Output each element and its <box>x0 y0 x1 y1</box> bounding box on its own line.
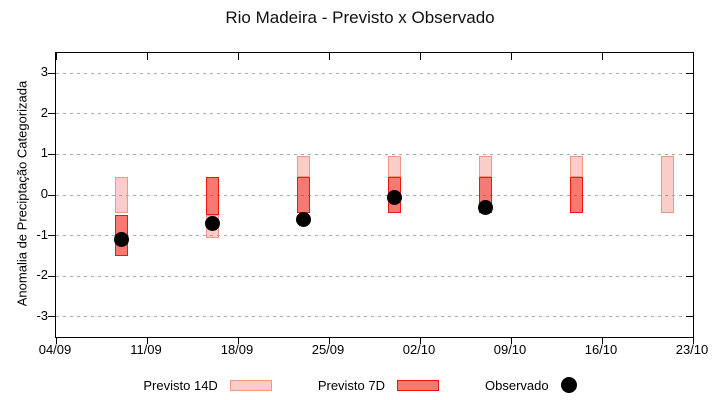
y-axis-tick <box>48 316 56 318</box>
x-tick-label: 09/10 <box>493 342 527 357</box>
x-tick-label: 02/10 <box>402 342 436 357</box>
y-axis-tick <box>686 235 693 237</box>
y-tick-label: 2 <box>40 104 48 120</box>
y-axis-tick <box>686 153 693 155</box>
y-axis-tick <box>48 275 56 277</box>
y-axis-tick <box>48 194 56 196</box>
y-axis-tick <box>686 194 693 196</box>
previsto-14d-bar <box>296 156 310 177</box>
x-axis-tick <box>237 53 239 60</box>
y-gridline <box>56 275 693 277</box>
x-axis-tick <box>328 337 330 344</box>
x-axis-tick <box>328 53 330 60</box>
x-axis-tick <box>601 337 603 344</box>
legend-item-previsto-7d: Previsto 7D <box>317 377 440 393</box>
observado-dot-icon <box>560 377 577 393</box>
previsto-7d-bar <box>569 176 583 214</box>
x-axis-tick <box>601 53 603 60</box>
y-axis-tick <box>48 72 56 74</box>
y-tick-label: -2 <box>36 267 48 283</box>
y-axis-tick <box>686 316 693 318</box>
y-axis-tick <box>686 275 693 277</box>
x-axis-tick <box>55 53 57 60</box>
y-axis-tick <box>48 113 56 115</box>
y-axis-tick <box>48 153 56 155</box>
x-axis-tick <box>237 337 239 344</box>
legend-label-previsto-14d: Previsto 14D <box>143 377 218 393</box>
x-tick-label: 18/09 <box>220 342 254 357</box>
legend: Previsto 14D Previsto 7D Observado <box>0 377 720 393</box>
y-tick-label: 3 <box>40 64 48 80</box>
previsto-14d-bar <box>114 176 128 214</box>
y-axis-tick <box>686 113 693 115</box>
previsto-7d-swatch-icon <box>397 379 440 391</box>
previsto-14d-swatch-icon <box>229 379 272 391</box>
y-gridline <box>56 113 693 115</box>
x-axis-tick <box>419 53 421 60</box>
y-gridline <box>56 194 693 196</box>
previsto-14d-bar <box>478 156 492 177</box>
legend-item-previsto-14d: Previsto 14D <box>143 377 272 393</box>
x-axis-tick <box>692 53 694 60</box>
legend-label-previsto-7d: Previsto 7D <box>317 377 386 393</box>
observado-point <box>477 199 493 215</box>
observado-point <box>386 189 402 205</box>
y-gridline <box>56 235 693 237</box>
previsto-14d-bar <box>569 156 583 177</box>
plot-area <box>48 52 694 344</box>
x-axis-tick <box>146 53 148 60</box>
y-axis-tick <box>686 72 693 74</box>
previsto-14d-bar <box>660 156 674 214</box>
previsto-7d-bar <box>296 176 310 214</box>
x-tick-label: 04/09 <box>38 342 72 357</box>
x-tick-label: 25/09 <box>311 342 345 357</box>
y-axis-tick <box>48 235 56 237</box>
x-tick-label: 23/10 <box>675 342 709 357</box>
x-axis-tick <box>146 337 148 344</box>
x-tick-label: 16/10 <box>584 342 618 357</box>
x-tick-label: 11/09 <box>130 342 162 357</box>
previsto-14d-bar <box>387 156 401 177</box>
chart-title: Rio Madeira - Previsto x Observado <box>225 8 495 27</box>
observado-point <box>204 215 220 231</box>
x-axis-tick <box>692 337 694 344</box>
y-gridline <box>56 72 693 74</box>
legend-label-observado: Observado <box>485 377 549 393</box>
x-axis-tick <box>55 337 57 344</box>
legend-item-observado: Observado <box>485 377 577 393</box>
x-axis-tick <box>510 53 512 60</box>
observado-point <box>295 211 311 227</box>
previsto-7d-bar <box>205 176 219 216</box>
observado-point <box>113 232 129 248</box>
x-axis-tick <box>510 337 512 344</box>
x-axis-tick <box>419 337 421 344</box>
y-gridline <box>56 153 693 155</box>
y-gridline <box>56 316 693 318</box>
y-tick-label: -3 <box>36 307 48 323</box>
y-tick-label: 1 <box>40 145 48 161</box>
y-tick-label: -1 <box>36 226 48 242</box>
y-tick-label: 0 <box>40 186 48 201</box>
